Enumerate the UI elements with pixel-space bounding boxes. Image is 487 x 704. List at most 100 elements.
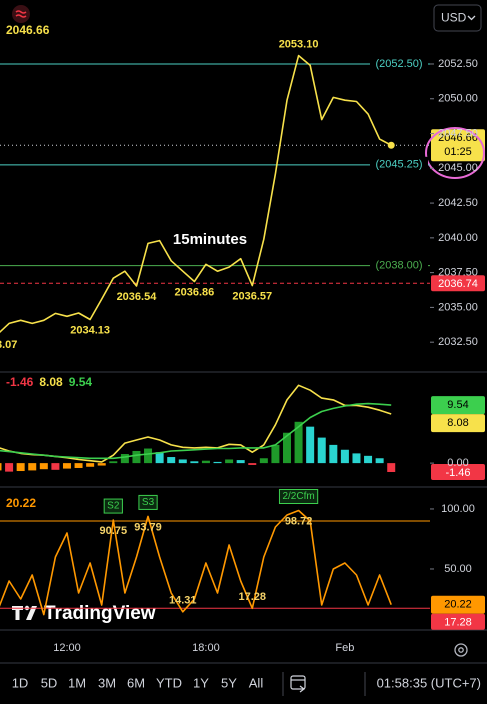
signal-box	[138, 494, 158, 510]
histogram-bar	[329, 444, 338, 464]
panel: (2052.50) (2045.25) (2038.00) 2033.07 2034.1…	[0, 39, 430, 351]
clock: 01:58:35 (UTC+7)	[377, 675, 481, 690]
value-label: 2034.13	[70, 324, 110, 336]
y-tick-label: 100.00	[441, 503, 475, 515]
value-label: 2053.10	[279, 39, 319, 51]
range-button[interactable]: 3M	[98, 675, 116, 690]
y-tick-label: 50.00	[444, 563, 472, 575]
range-button[interactable]: 1Y	[193, 675, 209, 690]
histogram-bar	[28, 463, 37, 471]
highlight-circle	[425, 127, 485, 179]
histogram-bar	[155, 452, 164, 464]
histogram-bar	[167, 457, 176, 464]
histogram-bar	[51, 463, 60, 470]
histogram-bar	[132, 450, 141, 464]
price-tag-label: 01:25	[444, 146, 472, 158]
histogram-bar	[225, 459, 234, 464]
histogram-bar	[178, 459, 187, 464]
y-tick-label: 2035.00	[438, 301, 478, 313]
histogram-bar	[5, 463, 14, 472]
time-label: 12:00	[53, 642, 81, 654]
level-label: (2038.00)	[375, 260, 422, 272]
price-tag	[431, 396, 485, 415]
y-tick-label: 2045.00	[438, 162, 478, 174]
range-button[interactable]: 5Y	[221, 675, 237, 690]
range-button[interactable]: 6M	[127, 675, 145, 690]
range-button[interactable]: 5D	[41, 675, 58, 690]
series-line	[0, 509, 392, 616]
panel	[0, 384, 396, 472]
signal-label: S3	[142, 497, 155, 508]
y-tick-label: 2047.50	[438, 127, 478, 139]
histogram-bar	[283, 432, 291, 464]
histogram-bar	[16, 463, 25, 472]
histogram-bar	[352, 453, 361, 464]
value-label: 98.72	[285, 515, 313, 527]
histogram-bar	[375, 458, 384, 464]
signal-label: 2/2Cfm	[282, 491, 314, 502]
y-tick-label: 2042.50	[438, 197, 478, 209]
histogram-bar	[201, 460, 210, 464]
legend-value: 9.54	[69, 375, 93, 389]
histogram-bar	[74, 463, 83, 468]
histogram-bar	[97, 463, 106, 466]
histogram-bar	[236, 460, 245, 464]
last-point	[387, 141, 395, 149]
signal-label: S2	[107, 501, 120, 512]
series-line	[0, 402, 392, 460]
price-tag-label: 2046.66	[438, 132, 478, 144]
histogram-bar	[306, 426, 315, 464]
y-tick-label: 2052.50	[438, 58, 478, 70]
histogram-bar	[0, 463, 2, 471]
histogram-bar	[144, 448, 153, 464]
range-button[interactable]: 1M	[68, 675, 86, 690]
legend-value: 20.22	[6, 496, 36, 510]
value-label: 2036.54	[117, 291, 158, 303]
value-label: 14.31	[169, 595, 197, 607]
time-label: 18:00	[192, 642, 220, 654]
range-button[interactable]: 1D	[12, 675, 29, 690]
signal-box	[278, 489, 319, 505]
y-tick-label: 0.00	[447, 457, 468, 469]
value-label: 90.75	[100, 525, 128, 537]
range-button[interactable]: YTD	[156, 675, 182, 690]
panel: 90.75 93.79 14.31 17.28 98.72 S2 S3 2/2Cfm	[0, 489, 430, 616]
price-tag-label: 17.28	[444, 617, 472, 629]
level-label-bg	[370, 257, 428, 274]
currency-button[interactable]: USD	[433, 4, 482, 32]
price-tag-label: 2036.74	[438, 278, 478, 290]
price-tag	[431, 414, 485, 433]
annotation: 15minutes	[173, 231, 247, 248]
price-tag-label: 8.08	[447, 417, 468, 429]
level-label-bg	[370, 55, 428, 72]
series-line	[0, 54, 392, 334]
calendar-icon[interactable]	[290, 675, 306, 693]
histogram-bar	[259, 458, 268, 464]
histogram-bar	[364, 455, 373, 464]
currency-label[interactable]: USD	[441, 11, 467, 25]
y-tick-label: 2050.00	[438, 93, 478, 105]
y-tick-label: 2040.00	[438, 232, 478, 244]
legend-value: -1.46	[6, 375, 34, 389]
histogram-bar	[271, 444, 280, 464]
y-tick-label: 2032.50	[438, 336, 478, 348]
value-label: 2036.57	[232, 290, 272, 302]
histogram-bar	[294, 421, 303, 464]
price-tag-label: 9.54	[447, 399, 468, 411]
histogram-bar	[387, 463, 396, 472]
price-tag	[431, 129, 485, 162]
value-label: 2033.07	[0, 339, 17, 351]
histogram-bar	[190, 461, 199, 464]
level-label: (2045.25)	[375, 159, 422, 171]
settings-icon[interactable]	[454, 643, 468, 657]
legend-value: 8.08	[39, 375, 63, 389]
price-tag-label: -1.46	[445, 467, 470, 479]
watermark: TradingView	[44, 603, 156, 624]
price-tag-label: 20.22	[444, 599, 472, 611]
histogram-bar	[340, 449, 349, 464]
histogram-bar	[39, 463, 48, 470]
range-button[interactable]: All	[249, 675, 264, 690]
level-label: (2052.50)	[375, 58, 422, 70]
signal-box	[103, 498, 123, 514]
legend-value: 2046.66	[6, 23, 50, 37]
